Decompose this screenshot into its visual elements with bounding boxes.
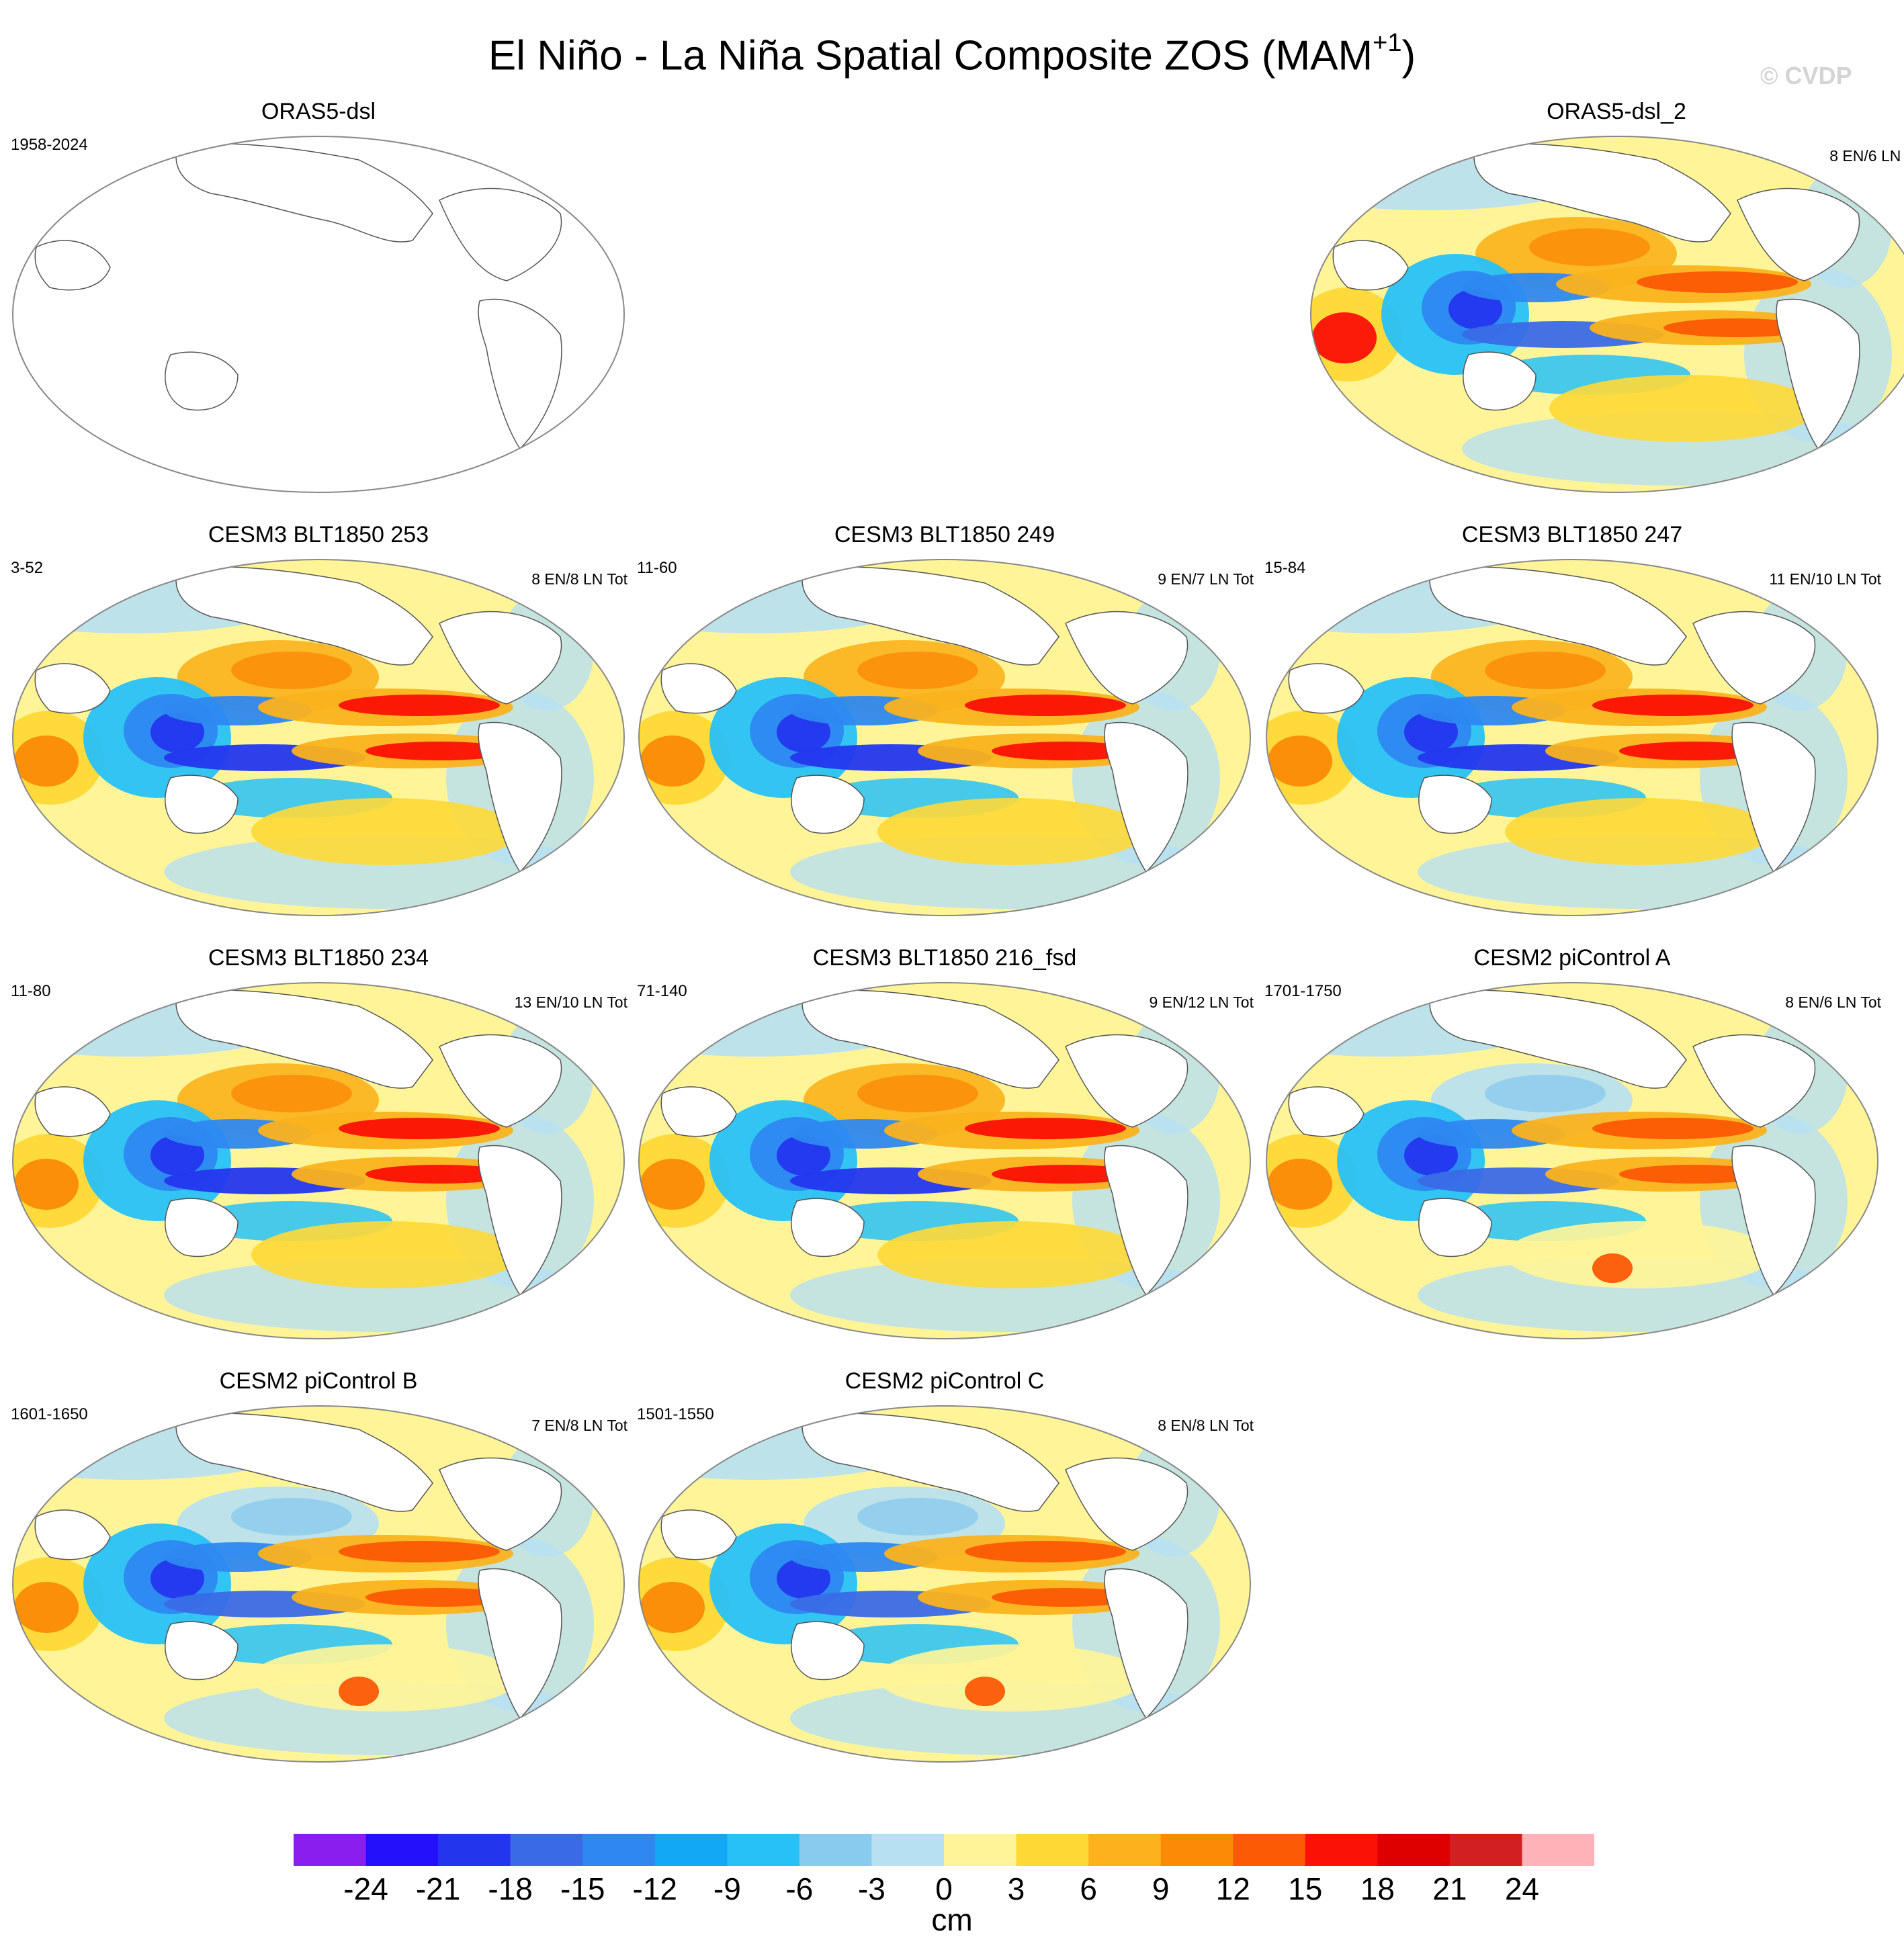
colorbar-swatch [510, 1834, 583, 1866]
colorbar-swatch [1305, 1834, 1378, 1866]
panel-years-label: 1501-1550 [637, 1405, 714, 1423]
panel-event-count: 9 EN/12 LN Tot [1149, 993, 1254, 1011]
map-panel: CESM2 piControl C 1501-1550 8 EN/8 LN Tot [636, 1368, 1254, 1773]
panel-event-count: 13 EN/10 LN Tot [514, 993, 628, 1011]
panel-event-count: 11 EN/10 LN Tot [1769, 570, 1881, 588]
colorbar-swatch [654, 1834, 728, 1866]
panel-event-count: 9 EN/7 LN Tot [1158, 570, 1254, 588]
colorbar-tick-label: 0 [935, 1871, 953, 1906]
world-map [1266, 559, 1878, 916]
watermark: © CVDP [1760, 62, 1852, 89]
colorbar-swatch [1088, 1834, 1162, 1866]
panel-event-count: 8 EN/6 LN Tot [1785, 993, 1881, 1011]
colorbar-swatch [365, 1834, 439, 1866]
colorbar-tick-label: -9 [713, 1871, 741, 1906]
world-map [638, 982, 1251, 1339]
colorbar-tick-label: -24 [343, 1871, 388, 1906]
panel-title: CESM2 piControl C [845, 1368, 1045, 1394]
main-title: El Niño - La Niña Spatial Composite ZOS … [488, 29, 1416, 79]
map-panel: CESM3 BLT1850 249 11-60 9 EN/7 LN Tot [636, 522, 1254, 927]
colorbar-swatch [1449, 1834, 1522, 1866]
map-panel: CESM2 piControl B 1601-1650 7 EN/8 LN Tot [9, 1368, 628, 1773]
panel-title: CESM3 BLT1850 253 [208, 522, 429, 547]
colorbar-swatch [1233, 1834, 1306, 1866]
colorbar-units: cm [931, 1902, 973, 1937]
panel-event-count: 8 EN/8 LN Tot [1158, 1417, 1254, 1434]
colorbar-tick-label: 9 [1152, 1871, 1170, 1906]
panel-title: CESM3 BLT1850 249 [834, 522, 1055, 547]
colorbar-tick-label: 12 [1215, 1871, 1250, 1906]
colorbar-tick-label: 6 [1080, 1871, 1097, 1906]
panel-years-label: 15-84 [1264, 559, 1306, 577]
world-map [12, 982, 625, 1339]
panel-title: CESM3 BLT1850 216_fsd [812, 945, 1077, 971]
colorbar-tick-label: -6 [785, 1871, 814, 1906]
colorbar-swatch [871, 1834, 945, 1866]
world-map [1266, 982, 1878, 1339]
colorbar-swatch [1016, 1834, 1089, 1866]
panel-years-label: 1701-1750 [1264, 982, 1342, 1000]
colorbar-swatch [727, 1834, 800, 1866]
colorbar-swatch [1377, 1834, 1451, 1866]
colorbar-swatch [294, 1834, 367, 1866]
panel-title: CESM3 BLT1850 247 [1461, 522, 1683, 547]
panel-event-count: 8 EN/8 LN Tot [531, 570, 628, 588]
colorbar-tick-label: -3 [857, 1871, 885, 1906]
world-map [12, 1405, 625, 1763]
world-map [12, 559, 625, 916]
panel-years-label: 1601-1650 [11, 1405, 88, 1423]
colorbar-swatch [582, 1834, 656, 1866]
colorbar-tick-label: 21 [1432, 1871, 1467, 1906]
map-panel: CESM3 BLT1850 216_fsd 71-140 9 EN/12 LN To… [636, 945, 1254, 1350]
colorbar-tick-label: -15 [560, 1871, 605, 1906]
colorbar [294, 1834, 1594, 1866]
map-panel: CESM3 BLT1850 234 11-80 13 EN/10 LN Tot [9, 945, 628, 1350]
panel-title: CESM2 piControl A [1473, 945, 1671, 971]
world-map [1310, 136, 1904, 493]
panel-title: ORAS5-dsl_2 [1547, 99, 1686, 124]
colorbar-tick-label: 3 [1007, 1871, 1025, 1906]
colorbar-swatch [799, 1834, 872, 1866]
world-map [638, 1405, 1251, 1763]
colorbar-tick-label: 24 [1504, 1871, 1540, 1906]
panel-years-label: 11-80 [11, 982, 51, 1000]
colorbar-tick-label: -18 [488, 1871, 533, 1906]
world-map [12, 136, 625, 493]
colorbar-swatch [1522, 1834, 1594, 1866]
colorbar-tick-label: -12 [632, 1871, 677, 1906]
map-panel: CESM3 BLT1850 247 15-84 11 EN/10 LN Tot [1263, 522, 1881, 927]
panel-event-count: 8 EN/6 LN Tot [1829, 147, 1904, 165]
panel-years-label: 11-60 [637, 559, 677, 577]
map-panel: ORAS5-dsl 1958-2024 [9, 99, 628, 504]
world-map [638, 559, 1251, 916]
colorbar-swatch [1160, 1834, 1234, 1866]
map-panel: CESM2 piControl A 1701-1750 8 EN/6 LN Tot [1263, 945, 1881, 1350]
panel-title: CESM3 BLT1850 234 [208, 945, 429, 971]
panel-title: CESM2 piControl B [219, 1368, 418, 1394]
colorbar-tick-label: 18 [1360, 1871, 1395, 1906]
panel-years-label: 3-52 [11, 559, 44, 577]
map-panel: CESM3 BLT1850 253 3-52 8 EN/8 LN Tot [9, 522, 628, 927]
colorbar-swatch [944, 1834, 1017, 1866]
panel-years-label: 1958-2024 [11, 136, 88, 154]
panel-title: ORAS5-dsl [261, 99, 376, 124]
colorbar-tick-label: 15 [1288, 1871, 1323, 1906]
colorbar-swatch [438, 1834, 511, 1866]
panel-years-label: 71-140 [637, 982, 687, 1000]
panel-event-count: 7 EN/8 LN Tot [531, 1417, 628, 1434]
map-panel: ORAS5-dsl_2 8 EN/6 LN Tot [1307, 99, 1904, 504]
colorbar-tick-label: -21 [415, 1871, 461, 1906]
